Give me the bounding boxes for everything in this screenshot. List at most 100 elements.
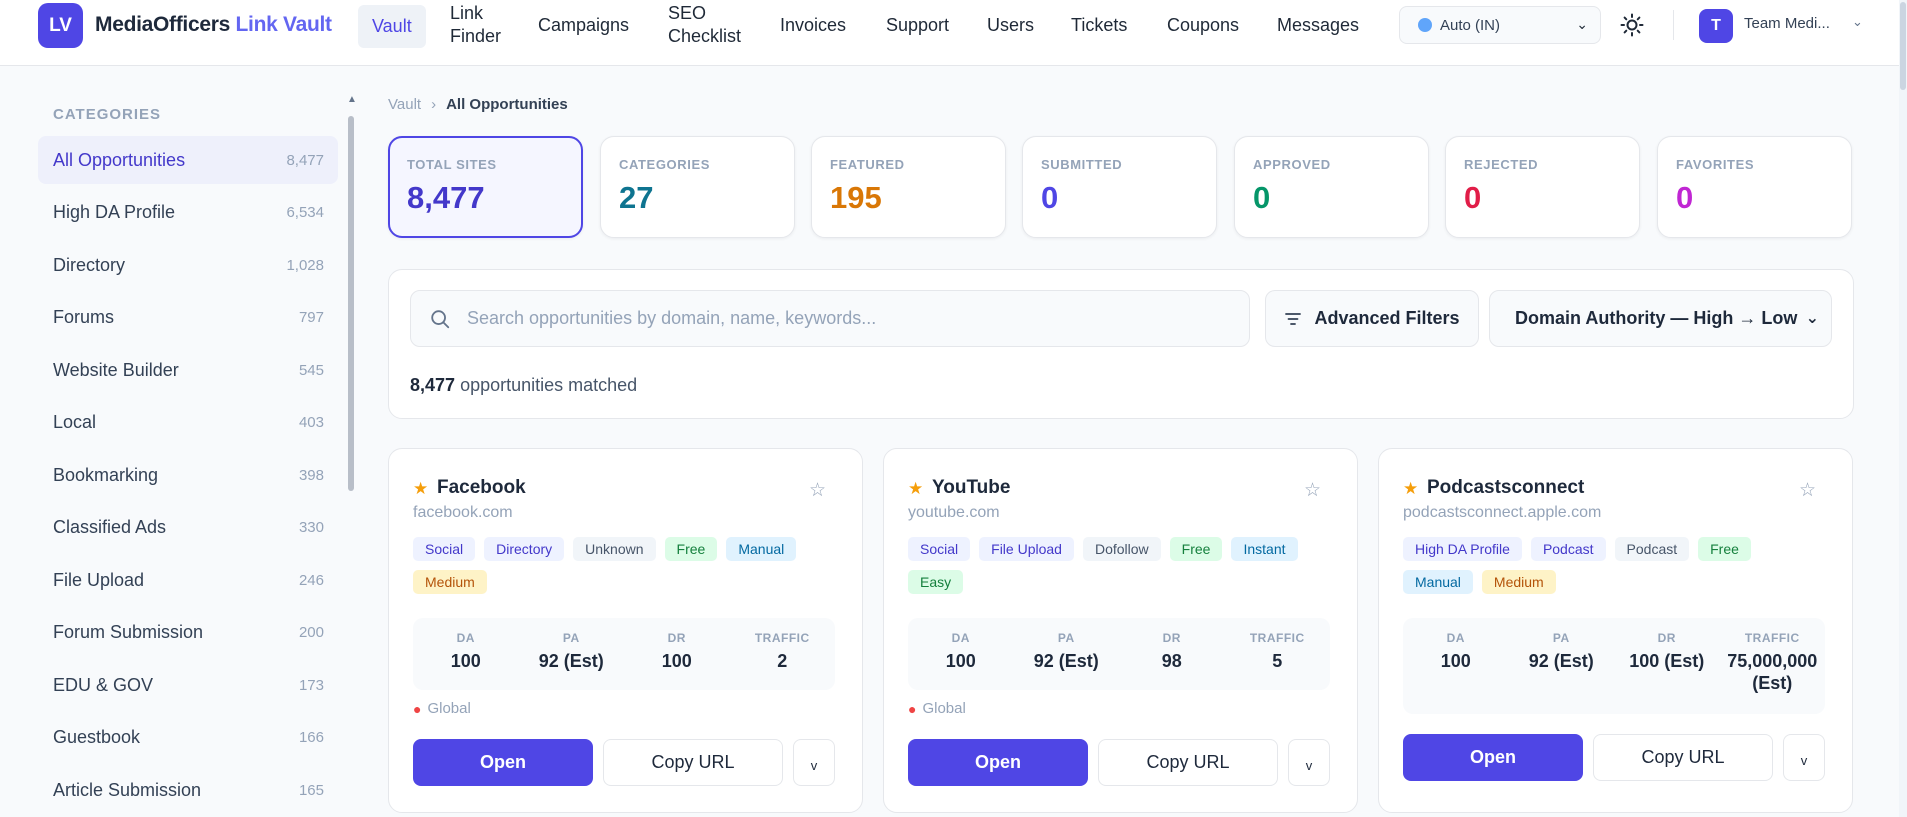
favorite-star-icon[interactable]: ☆ xyxy=(1798,480,1816,501)
copy-url-button[interactable]: Copy URL xyxy=(1098,739,1278,786)
stat-card-submitted[interactable]: SUBMITTED 0 xyxy=(1022,136,1217,238)
filter-icon xyxy=(1285,312,1302,325)
tag: High DA Profile xyxy=(1403,537,1522,561)
sidebar-item-all-opportunities[interactable]: All Opportunities 8,477 xyxy=(38,136,338,184)
sidebar-item-count: 6,534 xyxy=(286,203,324,221)
metric-dr: DR 100 (Est) xyxy=(1614,618,1720,714)
card-title[interactable]: Podcastsconnect xyxy=(1427,477,1585,498)
sidebar-item-directory[interactable]: Directory 1,028 xyxy=(38,241,338,289)
nav-messages[interactable]: Messages xyxy=(1277,14,1360,35)
metric-value: 92 (Est) xyxy=(1528,651,1594,671)
stat-card-approved[interactable]: APPROVED 0 xyxy=(1234,136,1429,238)
open-button[interactable]: Open xyxy=(908,739,1088,786)
favorite-star-icon[interactable]: ☆ xyxy=(808,480,826,501)
region-value: Auto (IN) xyxy=(1440,16,1501,34)
nav-link-finder[interactable]: Link Finder xyxy=(450,0,501,50)
sidebar-item-classified-ads[interactable]: Classified Ads 330 xyxy=(38,503,338,551)
sidebar-item-label: Article Submission xyxy=(53,779,202,800)
nav-invoices[interactable]: Invoices xyxy=(780,14,847,35)
featured-star-icon: ★ xyxy=(413,479,429,498)
brand-name[interactable]: MediaOfficers Link Vault xyxy=(95,13,332,37)
metric-label: DR xyxy=(1162,631,1181,645)
breadcrumb-current: All Opportunities xyxy=(446,96,568,113)
page-scrollbar[interactable] xyxy=(1899,0,1907,817)
sidebar-item-bookmarking[interactable]: Bookmarking 398 xyxy=(38,451,338,499)
sidebar-item-high-da-profile[interactable]: High DA Profile 6,534 xyxy=(38,188,338,236)
search-input[interactable]: Search opportunities by domain, name, ke… xyxy=(410,290,1250,347)
metric-dr: DR 100 xyxy=(624,618,730,690)
tag: Free xyxy=(664,537,718,561)
metrics-box: DA 100 PA 92 (Est) DR 98 TRAFFIC 5 xyxy=(908,618,1330,690)
sidebar-item-website-builder[interactable]: Website Builder 545 xyxy=(38,346,338,394)
scroll-up-arrow-icon[interactable]: ▲ xyxy=(347,94,357,105)
sidebar-scrollbar[interactable]: ▲ xyxy=(347,94,357,817)
nav-coupons[interactable]: Coupons xyxy=(1167,14,1240,35)
brand-logo[interactable]: LV xyxy=(38,3,83,48)
page-scrollbar-thumb[interactable] xyxy=(1900,2,1906,90)
stat-card-categories[interactable]: CATEGORIES 27 xyxy=(600,136,795,238)
search-placeholder: Search opportunities by domain, name, ke… xyxy=(467,308,877,328)
open-button[interactable]: Open xyxy=(1403,734,1583,781)
chevron-down-icon[interactable]: ⌄ xyxy=(1852,14,1863,29)
results-count: 8,477 opportunities matched xyxy=(410,375,637,396)
open-button[interactable]: Open xyxy=(413,739,593,786)
breadcrumb-root[interactable]: Vault xyxy=(388,96,422,113)
sidebar-item-count: 545 xyxy=(298,361,324,379)
sidebar-item-label: Website Builder xyxy=(53,359,179,380)
favorite-star-icon[interactable]: ☆ xyxy=(1303,480,1321,501)
card-title[interactable]: Facebook xyxy=(437,477,526,498)
nav-vault[interactable]: Vault xyxy=(358,5,426,48)
stat-card-favorites[interactable]: FAVORITES 0 xyxy=(1657,136,1852,238)
metric-dr: DR 98 xyxy=(1119,618,1225,690)
sidebar-item-edu-gov[interactable]: EDU & GOV 173 xyxy=(38,661,338,709)
copy-url-button[interactable]: Copy URL xyxy=(1593,734,1773,781)
sidebar-item-label: File Upload xyxy=(53,569,145,590)
nav-tickets[interactable]: Tickets xyxy=(1071,14,1128,35)
sidebar-item-article-submission[interactable]: Article Submission 165 xyxy=(38,766,338,814)
sidebar-item-label: Bookmarking xyxy=(53,464,159,485)
metric-label: DR xyxy=(1657,631,1676,645)
nav-users[interactable]: Users xyxy=(987,14,1035,35)
more-options-button[interactable]: v xyxy=(793,739,835,786)
nav-seo-checklist[interactable]: SEO Checklist xyxy=(668,0,741,50)
sidebar-item-count: 330 xyxy=(298,518,324,536)
metric-value: 92 (Est) xyxy=(538,651,604,671)
advanced-filters-button[interactable]: Advanced Filters xyxy=(1265,290,1479,347)
stat-card-featured[interactable]: FEATURED 195 xyxy=(811,136,1006,238)
metric-label: TRAFFIC xyxy=(1249,631,1305,645)
sidebar-item-count: 246 xyxy=(298,571,324,589)
region-select[interactable]: Auto (IN) ⌄ xyxy=(1399,6,1601,44)
sidebar-item-forums[interactable]: Forums 797 xyxy=(38,293,338,341)
nav-support[interactable]: Support xyxy=(886,14,950,35)
search-panel: Search opportunities by domain, name, ke… xyxy=(388,269,1854,419)
metric-value: 100 xyxy=(945,651,976,671)
team-name[interactable]: Team Medi... xyxy=(1744,15,1830,32)
avatar[interactable]: T xyxy=(1699,9,1733,43)
tag-list: Social File Upload Dofollow Free Instant… xyxy=(908,537,1328,594)
card-title[interactable]: YouTube xyxy=(932,477,1011,498)
more-options-button[interactable]: v xyxy=(1288,739,1330,786)
metric-label: DA xyxy=(1446,631,1465,645)
category-sidebar: CATEGORIES All Opportunities 8,477 High D… xyxy=(0,66,360,817)
sidebar-item-file-upload[interactable]: File Upload 246 xyxy=(38,556,338,604)
metrics-box: DA 100 PA 92 (Est) DR 100 (Est) TRAFFIC 75,0… xyxy=(1403,618,1825,714)
tag: Unknown xyxy=(573,537,656,561)
sidebar-item-guestbook[interactable]: Guestbook 166 xyxy=(38,713,338,761)
copy-url-button[interactable]: Copy URL xyxy=(603,739,783,786)
sidebar-item-label: Classified Ads xyxy=(53,516,167,537)
sort-value: Domain Authority — High → Low xyxy=(1515,308,1798,328)
sidebar-item-local[interactable]: Local 403 xyxy=(38,398,338,446)
sort-select[interactable]: Domain Authority — High → Low ⌄ xyxy=(1489,290,1832,347)
stat-card-total-sites[interactable]: TOTAL SITES 8,477 xyxy=(388,136,583,238)
sidebar-item-count: 1,028 xyxy=(286,256,324,274)
stat-card-rejected[interactable]: REJECTED 0 xyxy=(1445,136,1640,238)
more-options-button[interactable]: v xyxy=(1783,734,1825,781)
sidebar-item-count: 403 xyxy=(298,413,324,431)
stat-value: 8,477 xyxy=(407,180,485,215)
location-pin-icon: ● xyxy=(413,700,422,717)
sidebar-item-forum-submission[interactable]: Forum Submission 200 xyxy=(38,608,338,656)
top-navbar: LV MediaOfficers Link Vault Vault Link F… xyxy=(0,0,1907,66)
sidebar-scrollbar-thumb[interactable] xyxy=(348,116,354,491)
theme-toggle-sun-icon[interactable] xyxy=(1620,13,1644,37)
nav-campaigns[interactable]: Campaigns xyxy=(538,14,630,35)
